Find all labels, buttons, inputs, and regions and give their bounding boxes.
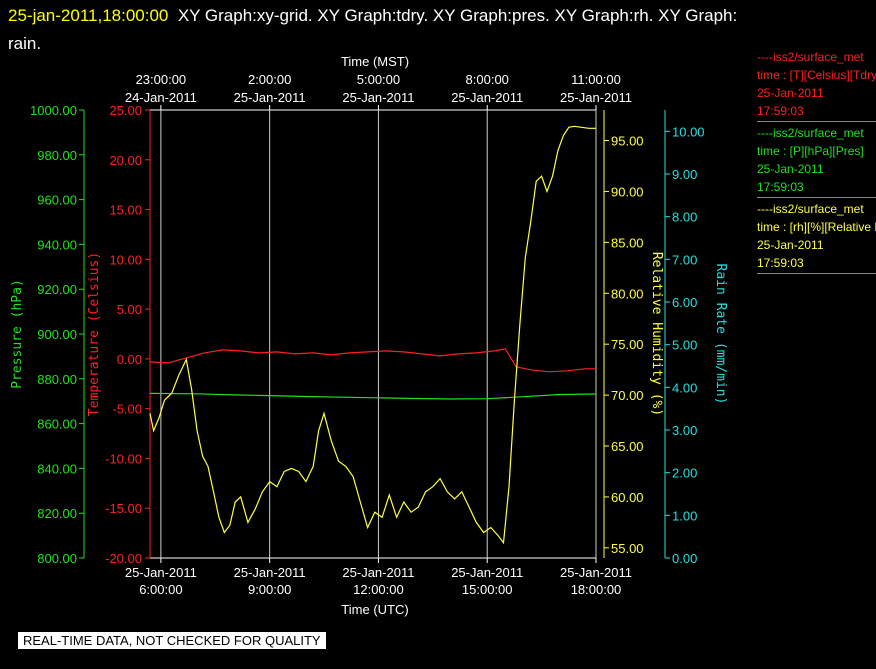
humidity-tick-label: 80.00 (611, 286, 644, 301)
rain-axis-title: Rain Rate (mm/min) (713, 264, 728, 405)
temperature-tick-label: 10.00 (109, 252, 142, 267)
top-tick-label-time: 2:00:00 (248, 72, 291, 87)
x-tick-label-time: 12:00:00 (353, 582, 404, 597)
x-tick-label-date: 25-Jan-2011 (342, 565, 414, 580)
legend-time: 17:59:03 (757, 256, 804, 270)
legend-series-desc: time : [rh][%][Relative Humidity] (757, 220, 876, 234)
rain-tick-label: 7.00 (672, 252, 697, 267)
top-tick-label-time: 8:00:00 (466, 72, 509, 87)
legend-date: 25-Jan-2011 (757, 238, 824, 252)
humidity-tick-label: 65.00 (611, 439, 644, 454)
humidity-tick-label: 70.00 (611, 388, 644, 403)
top-tick-label-time: 5:00:00 (357, 72, 400, 87)
temperature-axis-title: Temperature (Celsius) (87, 252, 102, 416)
temperature-tick-label: -10.00 (105, 451, 142, 466)
x-tick-label-time: 15:00:00 (462, 582, 513, 597)
legend-series-desc: time : [T][Celsius][Tdry] (757, 68, 876, 82)
legend-series-name: ----iss2/surface_met (757, 202, 864, 216)
temperature-tick-label: -15.00 (105, 501, 142, 516)
pressure-tick-label: 880.00 (37, 372, 77, 387)
pressure-tick-label: 980.00 (37, 148, 77, 163)
pressure-tick-label: 920.00 (37, 282, 77, 297)
humidity-tick-label: 90.00 (611, 184, 644, 199)
series-line-humidity (149, 125, 596, 545)
title-graph-list-continued: rain. (8, 34, 42, 53)
temperature-tick-label: 25.00 (109, 103, 142, 118)
pressure-tick-label: 860.00 (37, 417, 77, 432)
top-tick-label-date: 24-Jan-2011 (125, 90, 197, 105)
top-tick-label-time: 23:00:00 (136, 72, 187, 87)
x-axis-title-bottom: Time (UTC) (341, 602, 408, 617)
temperature-tick-label: 0.00 (117, 352, 142, 367)
x-tick-label-date: 25-Jan-2011 (125, 565, 197, 580)
humidity-tick-label: 95.00 (611, 134, 644, 149)
series-line-temperature (149, 348, 596, 373)
legend-series-name: ----iss2/surface_met (757, 50, 864, 64)
pressure-tick-label: 820.00 (37, 506, 77, 521)
rain-tick-label: 5.00 (672, 338, 697, 353)
pressure-tick-label: 840.00 (37, 461, 77, 476)
quality-warning-banner: REAL-TIME DATA, NOT CHECKED FOR QUALITY (18, 632, 326, 649)
x-tick-label-time: 6:00:00 (139, 582, 182, 597)
top-tick-label-date: 25-Jan-2011 (560, 90, 632, 105)
pressure-tick-label: 1000.00 (30, 103, 77, 118)
rain-tick-label: 10.00 (672, 124, 705, 139)
rain-tick-label: 1.00 (672, 508, 697, 523)
plot-frame (149, 109, 597, 559)
humidity-tick-label: 85.00 (611, 235, 644, 250)
x-tick-label-date: 25-Jan-2011 (451, 565, 523, 580)
top-tick-label-date: 25-Jan-2011 (234, 90, 306, 105)
legend-series-name: ----iss2/surface_met (757, 126, 864, 140)
x-tick-label-time: 9:00:00 (248, 582, 291, 597)
humidity-tick-label: 55.00 (611, 541, 644, 556)
pressure-tick-label: 900.00 (37, 327, 77, 342)
humidity-tick-label: 75.00 (611, 337, 644, 352)
top-tick-label-date: 25-Jan-2011 (342, 90, 414, 105)
temperature-tick-label: 15.00 (109, 203, 142, 218)
legend-date: 25-Jan-2011 (757, 162, 824, 176)
rain-tick-label: 3.00 (672, 423, 697, 438)
x-tick-label-time: 18:00:00 (571, 582, 622, 597)
humidity-axis-title: Relative Humidity (%) (649, 252, 664, 416)
legend-series-desc: time : [P][hPa][Pres] (757, 144, 864, 158)
legend-date: 25-Jan-2011 (757, 86, 824, 100)
legend-time: 17:59:03 (757, 180, 804, 194)
humidity-tick-label: 60.00 (611, 490, 644, 505)
temperature-tick-label: -20.00 (105, 551, 142, 566)
rain-tick-label: 0.00 (672, 551, 697, 566)
pressure-axis-title: Pressure (hPa) (10, 279, 25, 389)
graph-title: 25-jan-2011,18:00:00 XY Graph:xy-grid. X… (8, 2, 858, 58)
pressure-tick-label: 800.00 (37, 551, 77, 566)
top-tick-label-time: 11:00:00 (571, 72, 621, 87)
title-graph-list: XY Graph:xy-grid. XY Graph:tdry. XY Grap… (177, 6, 738, 25)
x-tick-label-date: 25-Jan-2011 (560, 565, 632, 580)
rain-tick-label: 9.00 (672, 167, 697, 182)
temperature-tick-label: -5.00 (112, 402, 142, 417)
series-line-pressure (149, 392, 597, 400)
rain-tick-label: 6.00 (672, 295, 697, 310)
legend-time: 17:59:03 (757, 104, 804, 118)
pressure-tick-label: 940.00 (37, 237, 77, 252)
temperature-tick-label: 20.00 (109, 153, 142, 168)
rain-tick-label: 2.00 (672, 466, 697, 481)
top-tick-label-date: 25-Jan-2011 (451, 90, 523, 105)
pressure-tick-label: 960.00 (37, 193, 77, 208)
x-tick-label-date: 25-Jan-2011 (234, 565, 306, 580)
rain-tick-label: 4.00 (672, 380, 697, 395)
title-datetime: 25-jan-2011,18:00:00 (8, 6, 169, 25)
x-axis-title-top: Time (MST) (341, 54, 409, 69)
rain-tick-label: 8.00 (672, 210, 697, 225)
temperature-tick-label: 5.00 (117, 302, 142, 317)
